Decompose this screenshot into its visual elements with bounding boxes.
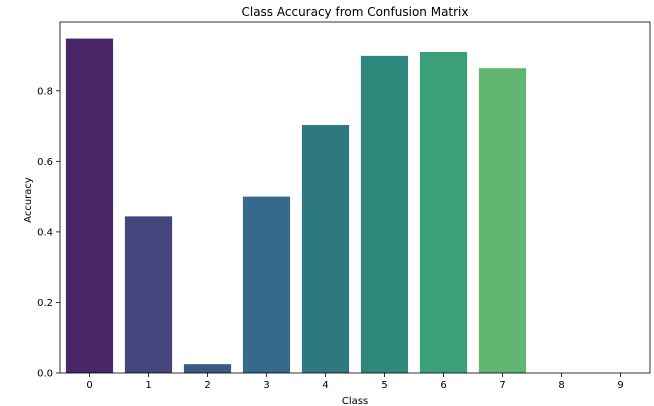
y-tick-label: 0.2 <box>37 298 53 309</box>
x-tick-label: 5 <box>381 380 387 391</box>
y-axis-ticks: 0.0 0.2 0.4 0.6 0.8 <box>37 86 60 380</box>
y-tick-label: 0.8 <box>37 86 53 97</box>
x-tick-label: 8 <box>558 380 564 391</box>
bar-class-3 <box>242 196 291 373</box>
x-axis-ticks: 0 1 2 3 4 5 6 7 8 9 <box>86 373 624 391</box>
y-tick-label: 0.4 <box>37 227 53 238</box>
x-tick-label: 6 <box>440 380 446 391</box>
bar-class-6 <box>419 51 468 373</box>
bar-class-4 <box>301 125 350 373</box>
x-tick-label: 0 <box>86 380 92 391</box>
y-tick-label: 0.6 <box>37 157 53 168</box>
x-tick-label: 7 <box>499 380 505 391</box>
x-tick-label: 2 <box>204 380 210 391</box>
x-axis-label: Class <box>342 396 368 406</box>
y-tick-label: 0.0 <box>37 369 53 380</box>
x-tick-label: 9 <box>617 380 623 391</box>
x-tick-label: 3 <box>263 380 269 391</box>
x-tick-label: 4 <box>322 380 328 391</box>
bar-class-7 <box>478 68 527 373</box>
bar-class-5 <box>360 55 409 373</box>
bars-group <box>65 38 527 374</box>
plot-frame <box>59 21 651 374</box>
bar-class-0 <box>65 38 114 374</box>
x-tick-label: 1 <box>145 380 151 391</box>
bar-class-2 <box>183 364 232 373</box>
chart-title: Class Accuracy from Confusion Matrix <box>241 5 468 19</box>
y-axis-label: Accuracy <box>23 177 34 223</box>
bar-class-1 <box>124 216 173 373</box>
